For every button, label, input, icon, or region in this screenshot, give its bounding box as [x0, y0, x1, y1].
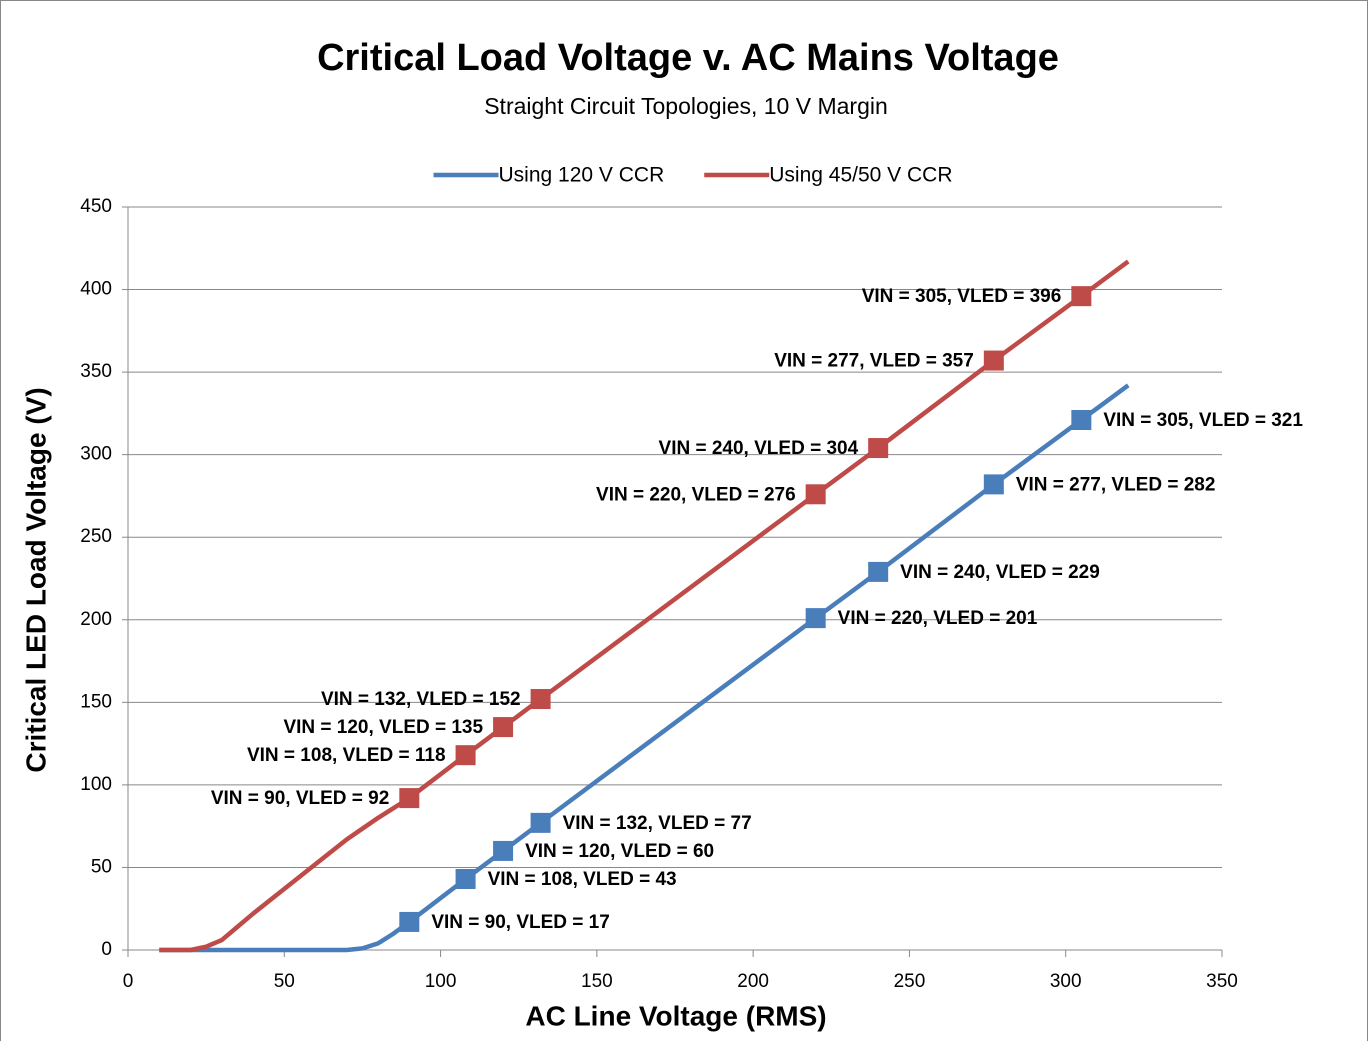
y-tick-label: 200: [80, 609, 112, 630]
x-tick-label: 0: [123, 971, 134, 992]
data-label: VIN = 220, VLED = 201: [838, 608, 1038, 629]
marker: [493, 840, 514, 861]
data-label: VIN = 90, VLED = 17: [431, 912, 609, 933]
x-tick-label: 100: [425, 971, 457, 992]
data-label: VIN = 108, VLED = 43: [488, 869, 677, 890]
marker: [805, 608, 826, 629]
y-axis-title: Critical LED Load Voltage (V): [20, 387, 51, 772]
data-label: VIN = 305, VLED = 321: [1103, 410, 1303, 431]
marker: [805, 484, 826, 505]
x-tick-label: 350: [1206, 971, 1238, 992]
x-tick-label: 150: [581, 971, 613, 992]
marker: [493, 717, 514, 738]
marker: [399, 788, 420, 809]
x-tick-label: 50: [274, 971, 295, 992]
data-label: VIN = 220, VLED = 276: [596, 484, 796, 505]
marker: [455, 869, 476, 890]
x-tick-label: 200: [737, 971, 769, 992]
data-label: VIN = 305, VLED = 396: [862, 286, 1062, 307]
marker: [868, 561, 889, 582]
data-label: VIN = 120, VLED = 60: [525, 841, 714, 862]
data-label: VIN = 120, VLED = 135: [283, 717, 483, 738]
marker: [983, 474, 1004, 495]
y-tick-label: 350: [80, 361, 112, 382]
marker: [1071, 409, 1092, 430]
y-tick-label: 400: [80, 279, 112, 300]
marker: [868, 438, 889, 459]
data-label: VIN = 108, VLED = 118: [247, 745, 446, 766]
marker: [530, 689, 551, 710]
x-tick-label: 250: [894, 971, 926, 992]
data-label: VIN = 240, VLED = 304: [659, 438, 859, 459]
y-tick-label: 250: [80, 526, 112, 547]
y-tick-label: 0: [101, 939, 112, 960]
data-label: VIN = 277, VLED = 357: [774, 351, 974, 372]
chart-subtitle: Straight Circuit Topologies, 10 V Margin: [484, 93, 888, 119]
legend-label: Using 45/50 V CCR: [769, 164, 952, 187]
y-tick-label: 50: [91, 856, 112, 877]
marker: [530, 812, 551, 833]
data-label: VIN = 240, VLED = 229: [900, 562, 1100, 583]
marker: [399, 911, 420, 932]
x-axis-title: AC Line Voltage (RMS): [525, 1000, 826, 1031]
y-tick-label: 300: [80, 444, 112, 465]
legend-label: Using 120 V CCR: [499, 164, 665, 187]
y-tick-label: 450: [80, 196, 112, 217]
chart-title: Critical Load Voltage v. AC Mains Voltag…: [317, 37, 1059, 79]
y-tick-label: 150: [80, 691, 112, 712]
data-label: VIN = 90, VLED = 92: [211, 788, 389, 809]
marker: [455, 745, 476, 766]
y-tick-label: 100: [80, 774, 112, 795]
marker: [1071, 286, 1092, 307]
data-label: VIN = 132, VLED = 77: [563, 813, 752, 834]
x-tick-label: 300: [1050, 971, 1082, 992]
data-label: VIN = 277, VLED = 282: [1016, 474, 1216, 495]
marker: [983, 350, 1004, 371]
data-label: VIN = 132, VLED = 152: [321, 689, 521, 710]
